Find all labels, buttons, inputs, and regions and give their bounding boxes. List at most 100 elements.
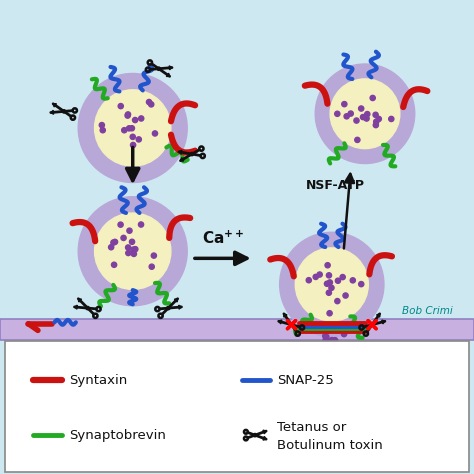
- Circle shape: [122, 128, 127, 133]
- Circle shape: [358, 106, 364, 111]
- Circle shape: [86, 306, 89, 310]
- Circle shape: [340, 274, 345, 280]
- Circle shape: [313, 274, 319, 280]
- Circle shape: [370, 95, 375, 100]
- Circle shape: [330, 79, 400, 149]
- FancyBboxPatch shape: [5, 341, 469, 472]
- Text: Tetanus or: Tetanus or: [277, 420, 346, 434]
- Polygon shape: [263, 430, 266, 434]
- Text: NSF-ATP: NSF-ATP: [306, 179, 365, 192]
- Circle shape: [364, 116, 369, 121]
- FancyBboxPatch shape: [0, 319, 474, 340]
- Circle shape: [341, 331, 346, 337]
- Circle shape: [149, 264, 155, 269]
- Circle shape: [127, 228, 132, 233]
- Text: SNAP-25: SNAP-25: [277, 374, 334, 387]
- Polygon shape: [284, 314, 287, 317]
- Circle shape: [138, 116, 144, 121]
- Circle shape: [329, 285, 334, 291]
- Circle shape: [109, 245, 114, 250]
- Circle shape: [138, 222, 144, 227]
- Circle shape: [325, 263, 330, 268]
- Polygon shape: [279, 320, 282, 324]
- Circle shape: [348, 111, 353, 116]
- Circle shape: [130, 142, 136, 147]
- Polygon shape: [181, 158, 184, 161]
- Circle shape: [344, 114, 349, 119]
- Circle shape: [133, 118, 138, 123]
- Circle shape: [125, 113, 130, 118]
- Circle shape: [324, 281, 329, 286]
- Circle shape: [191, 153, 194, 155]
- Circle shape: [376, 116, 382, 121]
- Circle shape: [373, 122, 378, 128]
- Circle shape: [324, 334, 329, 339]
- Polygon shape: [53, 104, 56, 107]
- Circle shape: [78, 73, 187, 182]
- Polygon shape: [51, 110, 54, 114]
- Circle shape: [126, 250, 131, 255]
- Circle shape: [121, 235, 126, 240]
- Circle shape: [118, 222, 123, 227]
- Circle shape: [389, 116, 394, 121]
- Polygon shape: [169, 66, 172, 70]
- Circle shape: [129, 126, 135, 131]
- Circle shape: [323, 334, 328, 339]
- Polygon shape: [179, 150, 182, 154]
- Circle shape: [306, 278, 311, 283]
- Circle shape: [335, 111, 340, 117]
- Circle shape: [131, 251, 137, 256]
- Circle shape: [315, 64, 415, 164]
- Polygon shape: [263, 437, 266, 440]
- Circle shape: [157, 67, 160, 70]
- Circle shape: [360, 115, 365, 120]
- Circle shape: [94, 90, 171, 166]
- Polygon shape: [166, 73, 170, 76]
- Circle shape: [111, 240, 116, 245]
- Circle shape: [335, 278, 340, 283]
- Text: Syntaxin: Syntaxin: [69, 374, 127, 387]
- Circle shape: [151, 253, 156, 258]
- Circle shape: [350, 278, 356, 283]
- Polygon shape: [382, 320, 385, 324]
- Circle shape: [323, 337, 328, 343]
- Text: Synaptobrevin: Synaptobrevin: [69, 428, 165, 442]
- Circle shape: [354, 118, 359, 123]
- Circle shape: [146, 100, 152, 105]
- Circle shape: [94, 213, 171, 289]
- Circle shape: [335, 299, 340, 304]
- Circle shape: [355, 137, 360, 143]
- Circle shape: [118, 103, 123, 109]
- Circle shape: [317, 272, 322, 277]
- Circle shape: [149, 102, 154, 107]
- Circle shape: [359, 282, 364, 287]
- Circle shape: [152, 131, 157, 136]
- Circle shape: [343, 293, 348, 298]
- Text: $\mathbf{Ca^{++}}$: $\mathbf{Ca^{++}}$: [201, 230, 244, 247]
- Text: Botulinum toxin: Botulinum toxin: [277, 439, 383, 452]
- Circle shape: [295, 248, 368, 321]
- Text: Bob Crimi: Bob Crimi: [402, 306, 453, 316]
- Circle shape: [326, 290, 331, 295]
- Circle shape: [374, 119, 379, 124]
- Circle shape: [342, 101, 347, 107]
- Circle shape: [371, 323, 374, 326]
- Polygon shape: [174, 299, 178, 302]
- Circle shape: [332, 337, 337, 343]
- Circle shape: [133, 246, 138, 252]
- Circle shape: [99, 122, 104, 128]
- Circle shape: [329, 345, 335, 350]
- Circle shape: [373, 112, 378, 118]
- Circle shape: [254, 433, 257, 437]
- Circle shape: [136, 137, 141, 142]
- Circle shape: [328, 338, 334, 344]
- Polygon shape: [376, 314, 380, 317]
- Circle shape: [126, 112, 131, 117]
- Circle shape: [127, 126, 132, 131]
- Polygon shape: [78, 299, 82, 302]
- Circle shape: [100, 128, 105, 133]
- Circle shape: [78, 197, 187, 306]
- Polygon shape: [179, 305, 182, 309]
- Circle shape: [111, 262, 117, 267]
- Polygon shape: [74, 305, 77, 309]
